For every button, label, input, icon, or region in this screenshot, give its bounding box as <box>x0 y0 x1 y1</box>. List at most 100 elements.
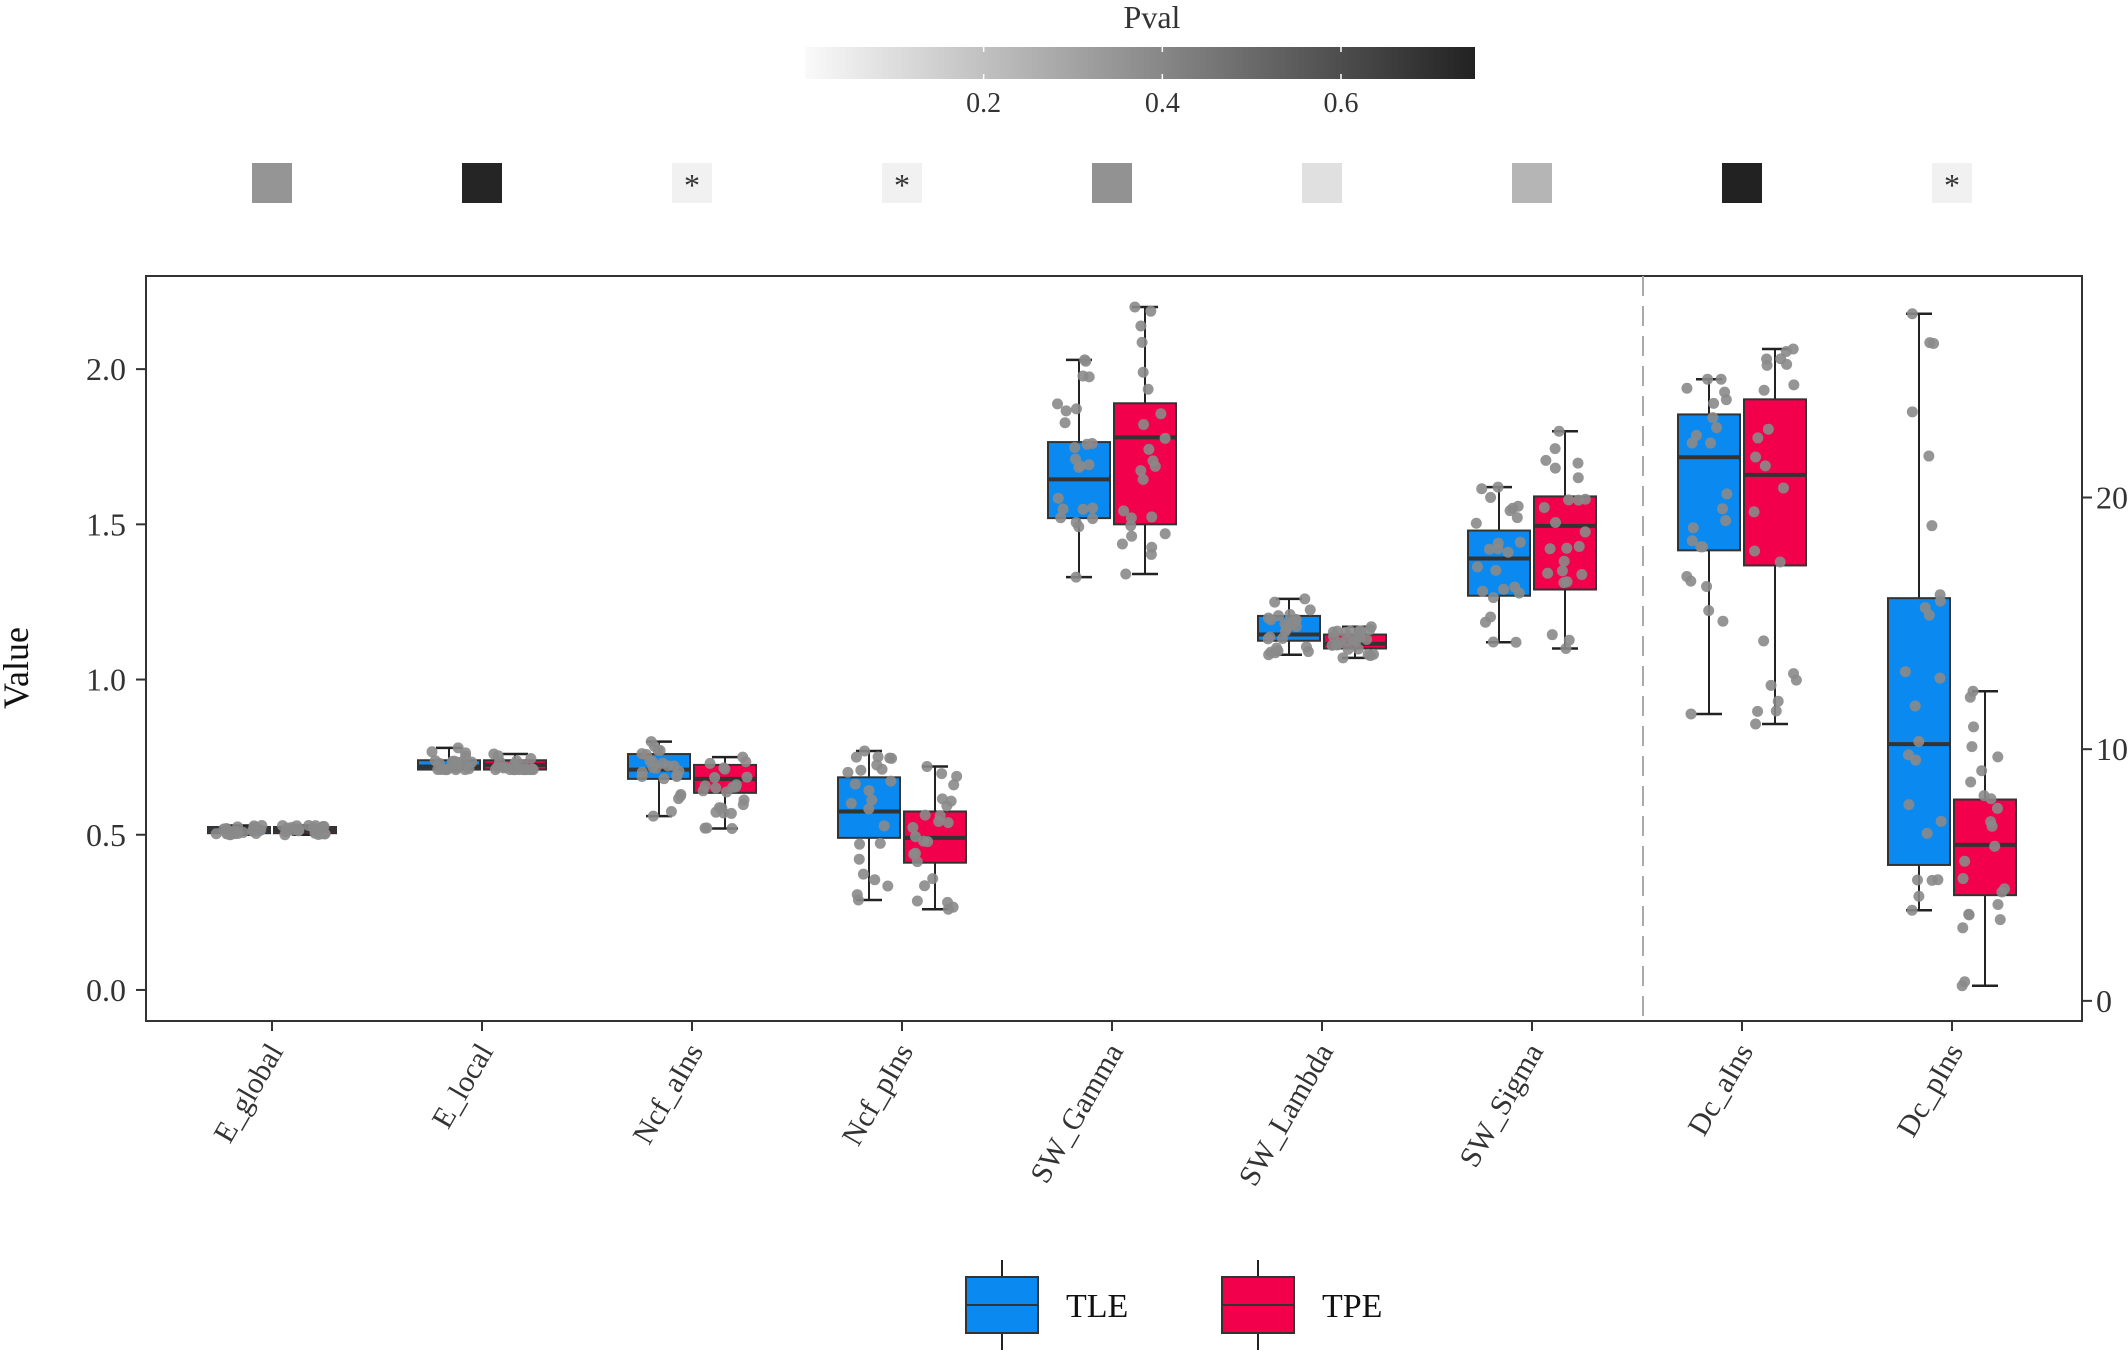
jitter-point <box>1957 922 1969 934</box>
jitter-point <box>1262 633 1274 645</box>
jitter-point <box>919 880 931 892</box>
jitter-point <box>1758 635 1770 647</box>
jitter-point <box>1681 382 1693 394</box>
jitter-point <box>1479 616 1491 628</box>
jitter-point <box>1485 491 1497 503</box>
jitter-point <box>1978 790 1990 802</box>
x-axis-tick-label: SW_Sigma <box>1453 1038 1550 1173</box>
jitter-point <box>1086 437 1098 449</box>
significance-star: * <box>894 167 910 203</box>
jitter-point <box>429 755 441 767</box>
pvalue-tile <box>462 163 502 203</box>
jitter-point <box>1364 624 1376 636</box>
jitter-point <box>1155 408 1167 420</box>
jitter-point <box>1159 528 1171 540</box>
jitter-point <box>1077 503 1089 515</box>
jitter-point <box>947 901 959 913</box>
jitter-point <box>1057 503 1069 515</box>
jitter-point <box>1083 459 1095 471</box>
jitter-point <box>1924 337 1936 349</box>
jitter-point <box>1717 615 1729 627</box>
jitter-point <box>1540 454 1552 466</box>
significance-star: * <box>1944 167 1960 203</box>
jitter-point <box>492 750 504 762</box>
jitter-point <box>648 740 660 752</box>
jitter-point <box>1477 585 1489 597</box>
jitter-point <box>1299 593 1311 605</box>
jitter-point <box>1070 517 1082 529</box>
jitter-point <box>866 794 878 806</box>
jitter-point <box>1355 625 1367 637</box>
jitter-point <box>1911 874 1923 886</box>
jitter-point <box>1748 506 1760 518</box>
x-axis-tick-label: E_local <box>426 1038 500 1134</box>
jitter-point <box>1284 609 1296 621</box>
pvalue-tile <box>1302 163 1342 203</box>
jitter-point <box>1685 575 1697 587</box>
jitter-point <box>1991 802 2003 814</box>
boxes <box>207 305 2017 988</box>
jitter-point <box>1553 425 1565 437</box>
jitter-point <box>1572 494 1584 506</box>
jitter-point <box>876 763 888 775</box>
colorbar-gradient <box>805 47 1475 79</box>
jitter-point <box>1788 379 1800 391</box>
jitter-point <box>673 765 685 777</box>
left-axis-tick-label: 0.5 <box>86 817 126 853</box>
jitter-point <box>1083 371 1095 383</box>
jitter-point <box>859 745 871 757</box>
jitter-point <box>1750 718 1762 730</box>
jitter-point <box>1711 422 1723 434</box>
jitter-point <box>710 782 722 794</box>
x-axis-tick-label: SW_Gamma <box>1024 1038 1130 1189</box>
right-axis-tick-label: 20 <box>2096 479 2128 515</box>
box-body <box>1743 398 1807 567</box>
jitter-point <box>1959 855 1971 867</box>
jitter-point <box>850 751 862 763</box>
jitter-point <box>934 810 946 822</box>
jitter-point <box>665 806 677 818</box>
jitter-point <box>1966 741 1978 753</box>
jitter-point <box>1269 596 1281 608</box>
jitter-point <box>1719 386 1731 398</box>
left-axis-tick-label: 0.0 <box>86 972 126 1008</box>
jitter-point <box>1136 336 1148 348</box>
jitter-point <box>951 770 963 782</box>
x-axis-tick-label: Dc_aIns <box>1681 1038 1760 1141</box>
jitter-point <box>1549 462 1561 474</box>
jitter-point <box>1073 461 1085 473</box>
jitter-point <box>1558 555 1570 567</box>
jitter-point <box>1750 451 1762 463</box>
jitter-point <box>675 788 687 800</box>
jitter-point <box>1777 482 1789 494</box>
jitter-point <box>872 751 884 763</box>
jitter-point <box>907 822 919 834</box>
jitter-point <box>857 868 869 880</box>
jitter-point <box>927 873 939 885</box>
jitter-point <box>697 785 709 797</box>
jitter-point <box>232 828 244 840</box>
jitter-point <box>1964 691 1976 703</box>
jitter-point <box>1572 457 1584 469</box>
jitter-point <box>1702 373 1714 385</box>
jitter-point <box>1707 412 1719 424</box>
jitter-point <box>1344 625 1356 637</box>
jitter-point <box>1774 556 1786 568</box>
jitter-point <box>909 847 921 859</box>
jitter-point <box>1715 373 1727 385</box>
jitter-point <box>1271 642 1283 654</box>
jitter-point <box>1899 666 1911 678</box>
jitter-point <box>1498 583 1510 595</box>
pvalue-tile <box>882 163 922 203</box>
jitter-point <box>1470 517 1482 529</box>
jitter-point <box>460 747 472 759</box>
left-axis-tick-label: 1.0 <box>86 662 126 698</box>
jitter-point <box>509 764 521 776</box>
jitter-point <box>1060 405 1072 417</box>
jitter-point <box>1471 561 1483 573</box>
jitter-point <box>1573 540 1585 552</box>
legend-label: TPE <box>1322 1288 1382 1325</box>
jitter-point <box>727 781 739 793</box>
legend: TLE TPE <box>965 1260 1382 1350</box>
jitter-point <box>1342 643 1354 655</box>
